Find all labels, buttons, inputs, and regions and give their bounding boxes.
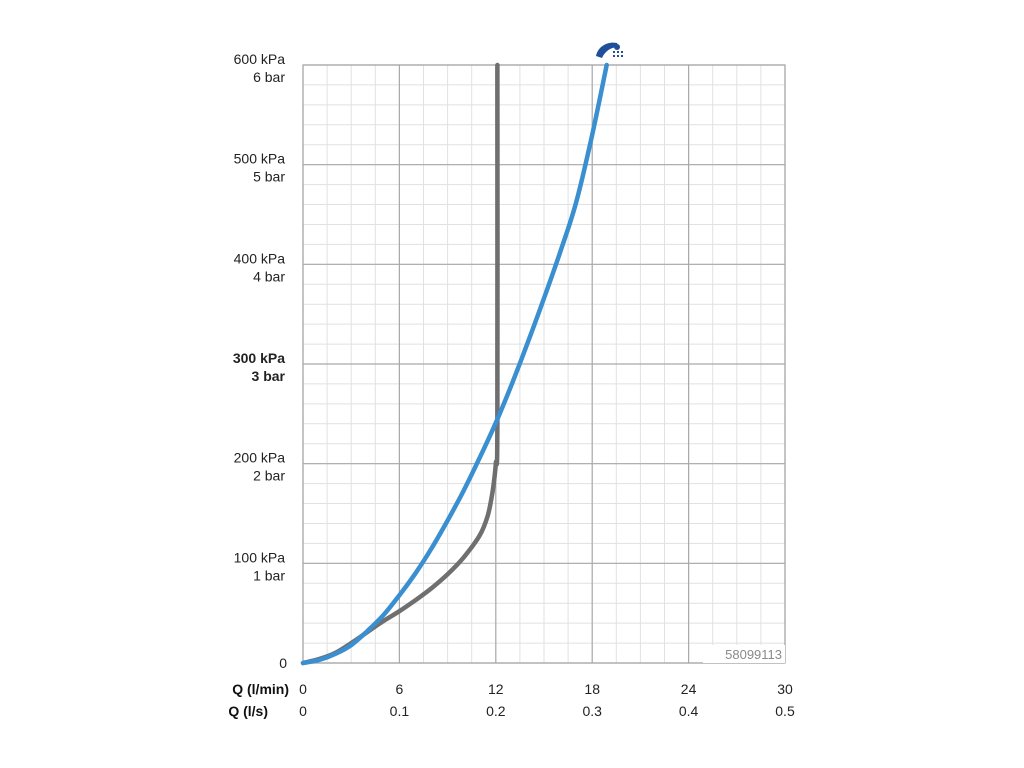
x-tick-label-lmin: 6 [396,681,404,697]
y-tick-label-kpa: 400 kPa [234,250,286,266]
x-axis-label-lmin: Q (l/min) [232,681,289,697]
x-tick-label-ls: 0 [299,703,307,719]
major-grid [302,64,786,664]
y-tick-label-bar: 2 bar [253,468,285,484]
x-tick-label-lmin: 0 [299,681,307,697]
series-layer [300,62,609,666]
x-tick-label-ls: 0.1 [390,703,410,719]
y-tick-label-kpa: 500 kPa [234,151,286,167]
y-tick-label-kpa: 600 kPa [234,51,286,67]
series-line-blue [300,62,609,666]
x-tick-label-ls: 0.5 [775,703,795,719]
y-tick-label-kpa: 200 kPa [234,450,286,466]
x-tick-label-lmin: 30 [777,681,793,697]
x-tick-label-lmin: 24 [681,681,697,697]
x-tick-label-ls: 0.2 [486,703,506,719]
x-axis-tick-labels: 0 0 6 0.1 12 0.2 18 0.3 24 0.4 30 0.5 [299,681,795,719]
x-tick-label-lmin: 12 [488,681,504,697]
y-tick-label-bar: 6 bar [253,69,285,85]
code-label: 58099113 [725,647,782,662]
x-axis-label-ls: Q (l/s) [228,703,268,719]
x-tick-label-ls: 0.3 [582,703,602,719]
y-tick-label-bar: 3 bar [252,368,286,384]
x-tick-label-lmin: 18 [584,681,600,697]
y-tick-label-bar: 1 bar [253,567,285,583]
y-tick-label-bar: 5 bar [253,169,285,185]
shower-head-icon [596,42,623,58]
y-axis-tick-labels: 0 100 kPa 1 bar 200 kPa 2 bar 300 kPa 3 bar 400… [233,51,287,671]
y-tick-label-kpa: 0 [279,655,287,671]
plot-frame [302,64,786,664]
code-box: 58099113 [703,645,785,663]
y-tick-label-bar: 4 bar [253,268,285,284]
code-box-background [703,645,785,663]
x-tick-label-ls: 0.4 [679,703,699,719]
y-tick-label-kpa: 300 kPa [233,350,285,366]
y-tick-label-kpa: 100 kPa [234,549,286,565]
